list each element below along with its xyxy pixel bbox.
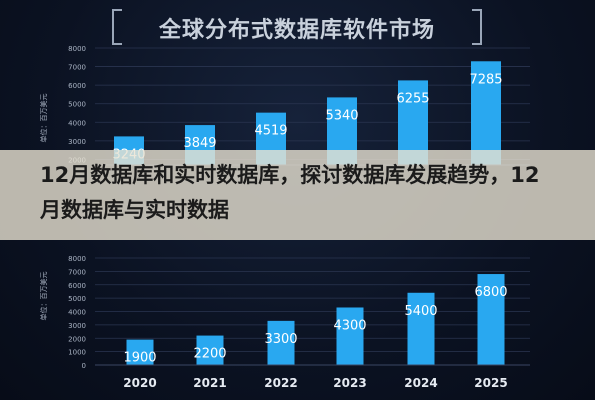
y-tick-label: 2000 xyxy=(68,335,86,343)
bar xyxy=(196,335,224,365)
chart-title-frame: 全球分布式数据库软件市场 xyxy=(112,9,482,45)
y-tick-label: 5000 xyxy=(68,295,86,303)
bar-value-label: 7285 xyxy=(469,72,502,87)
y-tick-label: 1000 xyxy=(68,349,86,357)
bar xyxy=(126,339,154,365)
bar-value-label: 3300 xyxy=(264,332,297,347)
bar-value-label: 6800 xyxy=(474,285,507,300)
y-tick-label: 4000 xyxy=(68,119,86,127)
y-tick-label: 3000 xyxy=(68,138,86,146)
y-axis-label: 单位：百万美元 xyxy=(39,272,48,321)
x-category-label: 2022 xyxy=(264,376,297,390)
bar-value-label: 3849 xyxy=(183,136,216,151)
bar-value-label: 4519 xyxy=(254,124,287,139)
chart-title: 全球分布式数据库软件市场 xyxy=(158,18,435,43)
x-category-label: 2025 xyxy=(474,376,507,390)
bar xyxy=(477,274,505,365)
y-tick-label: 5000 xyxy=(68,101,86,109)
bar xyxy=(407,292,435,365)
x-category-label: 2020 xyxy=(123,376,156,390)
y-tick-label: 8000 xyxy=(68,255,86,263)
x-category-label: 2024 xyxy=(404,376,437,390)
x-category-label: 2021 xyxy=(193,376,226,390)
headline-text: 12月数据库和实时数据库，探讨数据库发展趋势，12月数据库与实时数据 xyxy=(40,163,540,222)
title-bracket-right xyxy=(472,9,482,45)
bar-value-label: 6255 xyxy=(396,91,429,106)
bar-value-label: 5400 xyxy=(404,304,437,319)
bar xyxy=(471,61,501,165)
y-axis-label: 单位：百万美元 xyxy=(39,94,48,143)
y-tick-label: 0 xyxy=(82,362,86,370)
y-tick-label: 8000 xyxy=(68,45,86,53)
bar xyxy=(267,320,295,365)
bar-value-label: 4300 xyxy=(333,318,366,333)
y-tick-label: 7000 xyxy=(68,268,86,276)
y-tick-label: 6000 xyxy=(68,82,86,90)
bar xyxy=(336,307,364,365)
bar-value-label: 5340 xyxy=(325,108,358,123)
y-tick-label: 3000 xyxy=(68,322,86,330)
headline-banner xyxy=(0,150,595,240)
x-category-label: 2023 xyxy=(333,376,366,390)
title-bracket-left xyxy=(112,9,122,45)
y-tick-label: 7000 xyxy=(68,64,86,72)
y-tick-label: 6000 xyxy=(68,282,86,290)
bar-value-label: 2200 xyxy=(193,347,226,362)
y-tick-label: 4000 xyxy=(68,309,86,317)
bar-value-label: 1900 xyxy=(123,351,156,366)
